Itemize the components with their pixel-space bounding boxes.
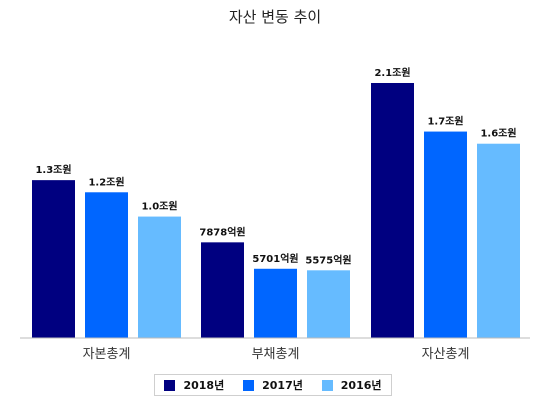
value-label-부채총계-2017년: 5701억원 xyxy=(252,252,298,265)
bar-자산총계-2018년 xyxy=(371,82,414,338)
bar-자산총계-2017년 xyxy=(424,131,467,338)
chart-title: 자산 변동 추이 xyxy=(228,8,322,26)
legend-label-2018: 2018년 xyxy=(183,379,225,392)
value-label-자본총계-2016년: 1.0조원 xyxy=(141,200,177,213)
value-label-자산총계-2017년: 1.7조원 xyxy=(427,115,463,128)
value-label-자산총계-2016년: 1.6조원 xyxy=(480,127,516,140)
legend-item-2018: 2018년 xyxy=(164,377,224,393)
bar-자산총계-2016년 xyxy=(477,143,520,338)
value-label-자본총계-2018년: 1.3조원 xyxy=(35,163,71,176)
legend-swatch-2016 xyxy=(321,379,333,391)
bar-자본총계-2017년 xyxy=(85,192,128,338)
bar-자본총계-2018년 xyxy=(32,180,75,338)
value-label-부채총계-2016년: 5575억원 xyxy=(305,253,351,266)
category-labels-layer: 자본총계 부채총계 자산총계 xyxy=(83,347,470,362)
value-label-자본총계-2017년: 1.2조원 xyxy=(88,175,124,188)
category-label-자산총계: 자산총계 xyxy=(422,347,470,362)
bar-부채총계-2016년 xyxy=(307,270,350,338)
legend-swatch-2017 xyxy=(243,379,255,391)
legend-item-2016: 2016년 xyxy=(321,377,382,393)
legend-label-2017: 2017년 xyxy=(262,379,303,392)
bar-부채총계-2017년 xyxy=(254,268,297,338)
bar-chart: 1.3조원 1.2조원 1.0조원 7878억원 5701억원 5575억원 2.1조원 1.… xyxy=(20,66,530,362)
legend-item-2017: 2017년 xyxy=(243,377,303,393)
legend: 2018년 2017년 2016년 xyxy=(154,374,392,396)
value-label-자산총계-2018년: 2.1조원 xyxy=(374,66,410,79)
value-labels-layer: 1.3조원 1.2조원 1.0조원 7878억원 5701억원 5575억원 2.1조원 1.… xyxy=(35,66,516,266)
category-label-부채총계: 부채총계 xyxy=(252,347,300,362)
legend-swatch-2018 xyxy=(164,379,176,391)
legend-label-2016: 2016년 xyxy=(340,379,382,392)
category-label-자본총계: 자본총계 xyxy=(83,347,131,362)
value-label-부채총계-2018년: 7878억원 xyxy=(199,225,245,238)
bars-layer xyxy=(32,82,520,338)
bar-부채총계-2018년 xyxy=(201,242,244,338)
bar-자본총계-2016년 xyxy=(138,216,181,338)
